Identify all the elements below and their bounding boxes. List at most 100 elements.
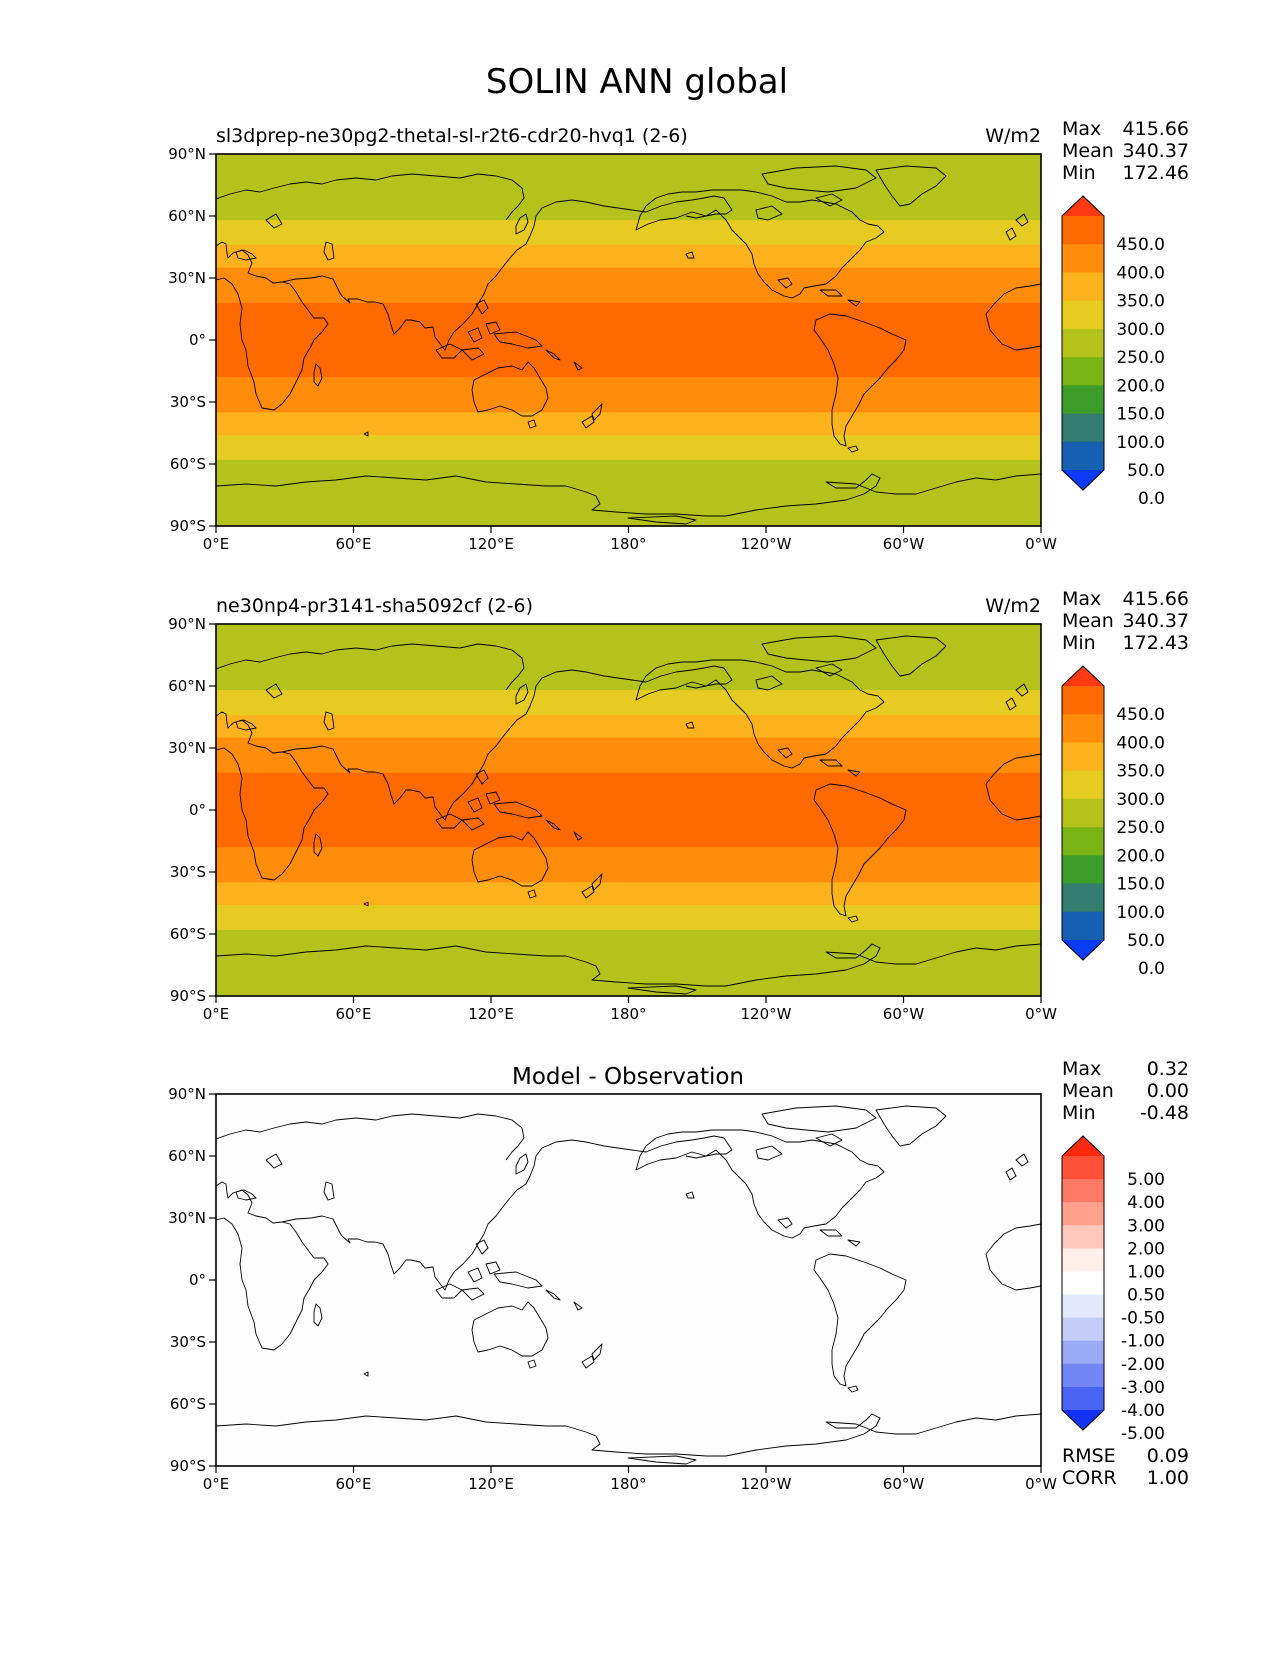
- lat-band: [216, 624, 1041, 664]
- panel-2: 90°N 60°N 30°N 0° 30°S 60°S 90°S0°E 60°E 120°E 18…: [168, 588, 1189, 1023]
- colorbar-box: [1062, 883, 1104, 913]
- stat-label: RMSE: [1062, 1445, 1116, 1467]
- stat-value: -0.48: [1140, 1102, 1189, 1124]
- panel-units: W/m2: [985, 595, 1041, 617]
- colorbar-tick-label: -0.50: [1121, 1309, 1165, 1329]
- colorbar-tick-label: 1.00: [1127, 1262, 1165, 1282]
- colorbar-box: [1062, 742, 1104, 772]
- lon-tick-label: 0°W: [1025, 1475, 1057, 1493]
- colorbar: 450.0 400.0 350.0 300.0 250.0 200.0 150.0 100.0…: [1061, 195, 1165, 509]
- lon-tick-label: 180°: [610, 535, 646, 553]
- lat-tick-label: 30°S: [170, 1333, 206, 1351]
- colorbar-tick-label: 350.0: [1116, 762, 1165, 782]
- lon-tick-label: 60°W: [883, 1475, 925, 1493]
- lat-tick-label: 90°N: [168, 615, 206, 633]
- colorbar-tick-label: 150.0: [1116, 875, 1165, 895]
- colorbar-box: [1062, 1363, 1104, 1388]
- figure-title: SOLIN ANN global: [486, 62, 788, 102]
- lon-tick-label: 60°E: [335, 1005, 371, 1023]
- lat-band: [216, 737, 1041, 774]
- stat-label: Mean: [1062, 610, 1114, 632]
- lat-tick-label: 60°S: [170, 1395, 206, 1413]
- colorbar-tick-label: 0.0: [1138, 489, 1165, 509]
- lon-tick-label: 0°E: [203, 1005, 230, 1023]
- colorbar-tick-label: 300.0: [1116, 790, 1165, 810]
- lat-tick-label: 30°S: [170, 393, 206, 411]
- lat-tick-label: 90°S: [170, 517, 206, 535]
- colorbar-tick-label: 0.50: [1127, 1286, 1165, 1306]
- lat-band: [216, 244, 1041, 269]
- lat-band: [216, 663, 1041, 691]
- lat-tick-label: 30°N: [168, 739, 206, 757]
- colorbar-box: [1062, 911, 1104, 941]
- colorbar-box: [1062, 413, 1104, 443]
- colorbar-box: [1062, 300, 1104, 330]
- lat-band: [216, 905, 1041, 931]
- colorbar-box: [1062, 827, 1104, 856]
- colorbar-box: [1062, 328, 1104, 358]
- panel-1: 90°N 60°N 30°N 0° 30°S 60°S 90°S0°E 60°E 120°E 18…: [168, 118, 1189, 553]
- colorbar-tick-label: -5.00: [1121, 1424, 1165, 1444]
- colorbar-box: [1062, 1179, 1104, 1203]
- colorbar-box: [1062, 272, 1104, 302]
- lat-band: [216, 459, 1041, 488]
- lat-tick-label: 90°N: [168, 145, 206, 163]
- colorbar-extend-bottom: [1062, 470, 1104, 490]
- stat-label: Max: [1062, 588, 1101, 610]
- stat-label: CORR: [1062, 1467, 1117, 1489]
- colorbar-tick-label: -3.00: [1121, 1378, 1165, 1398]
- colorbar-tick-label: 450.0: [1116, 705, 1165, 725]
- lon-tick-label: 0°W: [1025, 1005, 1057, 1023]
- stat-value: 415.66: [1123, 588, 1189, 610]
- lat-tick-label: 90°S: [170, 987, 206, 1005]
- lat-tick-label: 0°: [189, 1271, 206, 1289]
- lon-tick-label: 180°: [610, 1475, 646, 1493]
- colorbar-extend-top: [1062, 666, 1104, 686]
- colorbar-box: [1062, 216, 1104, 245]
- panel-title: ne30np4-pr3141-sha5092cf (2-6): [216, 595, 533, 617]
- stat-value: 0.09: [1147, 1445, 1189, 1467]
- lat-tick-label: 30°N: [168, 269, 206, 287]
- colorbar-box: [1062, 1317, 1104, 1342]
- lon-tick-label: 120°E: [468, 535, 514, 553]
- colorbar-box: [1062, 1225, 1104, 1249]
- colorbar-box: [1062, 1202, 1104, 1226]
- colorbar-box: [1062, 357, 1104, 386]
- panel-3: 90°N 60°N 30°N 0° 30°S 60°S 90°S0°E 60°E 120°E 18…: [168, 1058, 1189, 1493]
- lon-tick-label: 60°E: [335, 1475, 371, 1493]
- colorbar-box: [1062, 714, 1104, 743]
- colorbar-tick-label: -1.00: [1121, 1332, 1165, 1352]
- colorbar-tick-label: 250.0: [1116, 818, 1165, 838]
- colorbar-box: [1062, 244, 1104, 273]
- colorbar-extend-bottom: [1062, 940, 1104, 960]
- colorbar-outline: [1061, 1135, 1105, 1431]
- lat-band: [216, 1094, 1041, 1467]
- lon-tick-label: 0°W: [1025, 535, 1057, 553]
- colorbar-tick-label: 50.0: [1127, 461, 1165, 481]
- lat-band: [216, 882, 1041, 906]
- colorbar-box: [1062, 385, 1104, 414]
- stat-value: 172.46: [1123, 162, 1189, 184]
- colorbar-box: [1062, 1248, 1104, 1272]
- colorbar-tick-label: 250.0: [1116, 348, 1165, 368]
- lat-band: [216, 412, 1041, 436]
- lon-tick-label: 0°E: [203, 535, 230, 553]
- lat-tick-label: 60°N: [168, 1147, 206, 1165]
- colorbar-box: [1062, 1294, 1104, 1319]
- colorbar-tick-label: 0.0: [1138, 959, 1165, 979]
- lon-tick-label: 60°E: [335, 535, 371, 553]
- lat-band: [216, 302, 1041, 378]
- colorbar-tick-label: 3.00: [1127, 1216, 1165, 1236]
- colorbar-box: [1062, 1156, 1104, 1180]
- stat-value: 172.43: [1123, 632, 1189, 654]
- lat-band: [216, 154, 1041, 194]
- colorbar-box: [1062, 1340, 1104, 1365]
- colorbar-tick-label: 4.00: [1127, 1193, 1165, 1213]
- colorbar-tick-label: 50.0: [1127, 931, 1165, 951]
- lat-tick-label: 0°: [189, 331, 206, 349]
- colorbar-extend-top: [1062, 1136, 1104, 1156]
- lat-tick-label: 60°N: [168, 677, 206, 695]
- lat-tick-label: 60°S: [170, 455, 206, 473]
- stat-value: 0.00: [1147, 1080, 1189, 1102]
